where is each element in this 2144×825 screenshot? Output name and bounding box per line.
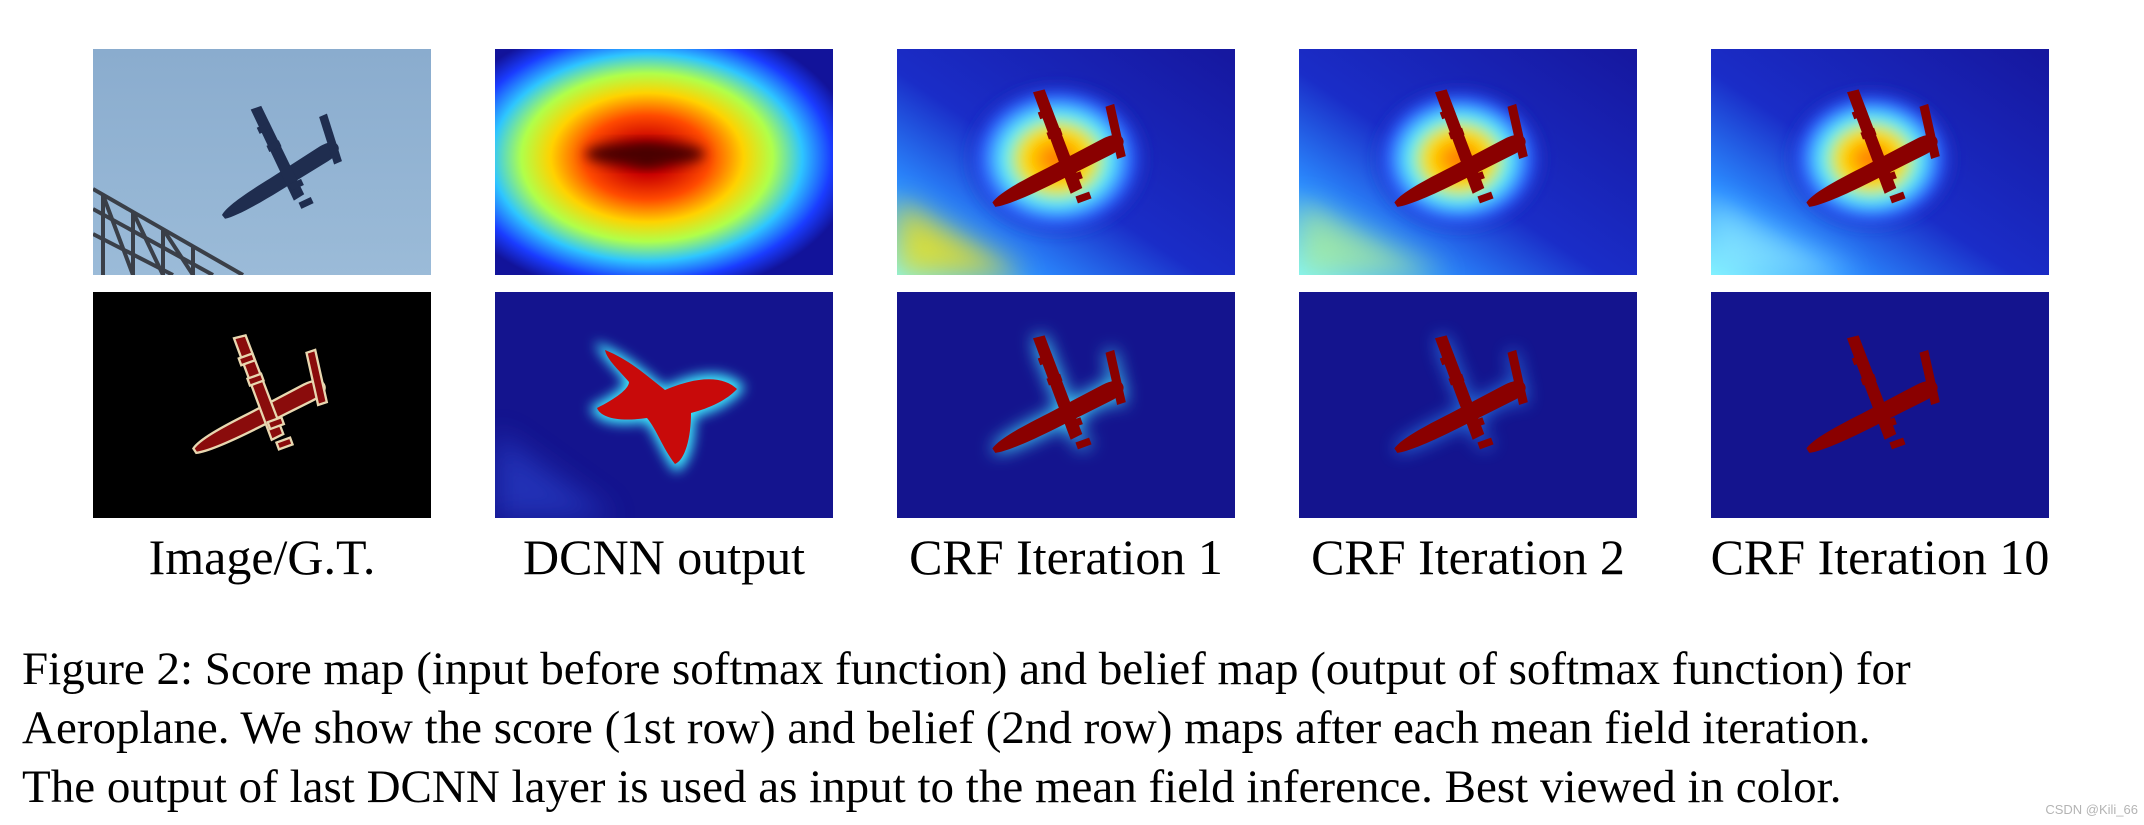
ground-truth-mask (93, 292, 431, 518)
crf-iter10-score-map (1711, 49, 2049, 275)
crf-iter2-belief-map (1299, 292, 1637, 518)
watermark: CSDN @Kili_66 (2045, 802, 2138, 817)
crf-iter1-score-map (897, 49, 1235, 275)
caption-line-1: Figure 2: Score map (input before softma… (22, 643, 1911, 695)
crf-iter10-belief-map (1711, 292, 2049, 518)
crf-iter1-belief-map (897, 292, 1235, 518)
dcnn-belief-map (495, 292, 833, 518)
column-label-dcnn-output: DCNN output (523, 529, 805, 585)
crf-iter2-score-map (1299, 49, 1637, 275)
caption-line-3: The output of last DCNN layer is used as… (22, 761, 1842, 813)
column-label-crf-iteration-2: CRF Iteration 2 (1311, 529, 1625, 585)
column-label-image-gt: Image/G.T. (148, 529, 376, 585)
dcnn-score-map (495, 49, 833, 275)
column-label-crf-iteration-1: CRF Iteration 1 (909, 529, 1223, 585)
photo-aeroplane (93, 49, 431, 275)
column-label-crf-iteration-10: CRF Iteration 10 (1710, 529, 2050, 585)
figure-caption: Figure 2: Score map (input before softma… (22, 640, 2132, 817)
caption-line-2: Aeroplane. We show the score (1st row) a… (22, 702, 1871, 754)
